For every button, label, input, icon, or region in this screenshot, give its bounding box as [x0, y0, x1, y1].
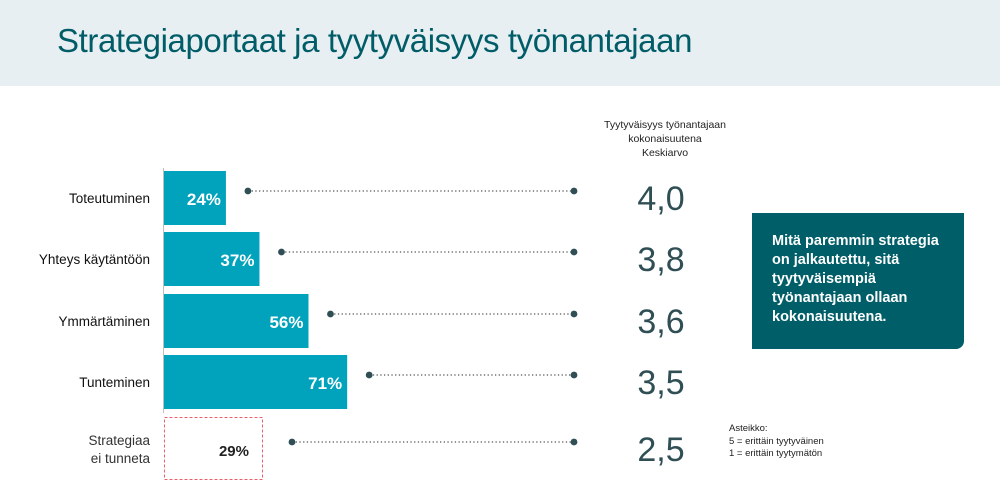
average-header-line-2: kokonaisuutena — [628, 133, 702, 145]
scale-legend: Asteikko: 5 = erittäin tyytyväinen 1 = e… — [729, 423, 824, 461]
bar-value-label-2: 56% — [269, 313, 303, 332]
connector-dot-right-1 — [570, 248, 578, 256]
category-label-4: Strategiaa ei tunneta — [88, 433, 150, 466]
average-column-header: Tyytyväisyys työnantajaan kokonaisuutena… — [575, 118, 755, 160]
connector-dot-left-0 — [244, 187, 252, 195]
connector-dot-right-3 — [570, 371, 578, 379]
category-label-1: Yhteys käytäntöön — [39, 252, 150, 267]
scale-max-label: 5 = erittäin tyytyväinen — [729, 435, 824, 447]
average-value-0: 4,0 — [637, 180, 684, 218]
average-value-4: 2,5 — [637, 431, 684, 469]
connector-dot-left-1 — [278, 248, 285, 256]
connector-dot-left-2 — [327, 310, 334, 318]
bar-value-label-1: 37% — [220, 251, 254, 270]
bar-0 — [164, 171, 226, 225]
average-value-2: 3,6 — [637, 303, 684, 341]
bar-3 — [164, 355, 348, 409]
category-label-2: Ymmärtäminen — [58, 314, 150, 329]
bar-2 — [164, 294, 309, 348]
scale-title: Asteikko: — [729, 423, 768, 434]
key-finding-callout: Mitä paremmin strategia on jalkautettu, … — [752, 213, 964, 349]
bar-value-label-4: 29% — [219, 443, 249, 460]
header-band — [0, 0, 1000, 86]
connector-dot-right-0 — [570, 187, 578, 195]
average-value-1: 3,8 — [637, 241, 684, 279]
average-header-line-3: Keskiarvo — [641, 147, 689, 159]
category-label-0: Toteutuminen — [69, 191, 150, 206]
category-label-3: Tunteminen — [79, 375, 150, 390]
average-header-line-1: Tyytyväisyys työnantajaan — [604, 119, 726, 131]
bar-value-label-3: 71% — [308, 374, 342, 393]
connector-dot-right-4 — [570, 438, 578, 446]
scale-min-label: 1 = erittäin tyytymätön — [729, 448, 823, 459]
bar-1 — [164, 232, 260, 286]
connector-dot-left-4 — [288, 438, 296, 446]
connector-dot-right-2 — [570, 310, 578, 318]
bar-value-label-0: 24% — [187, 190, 221, 209]
page-title: Strategiaportaat ja tyytyväisyys työnant… — [57, 22, 693, 59]
average-value-3: 3,5 — [637, 364, 684, 402]
connector-dot-left-3 — [365, 371, 373, 379]
